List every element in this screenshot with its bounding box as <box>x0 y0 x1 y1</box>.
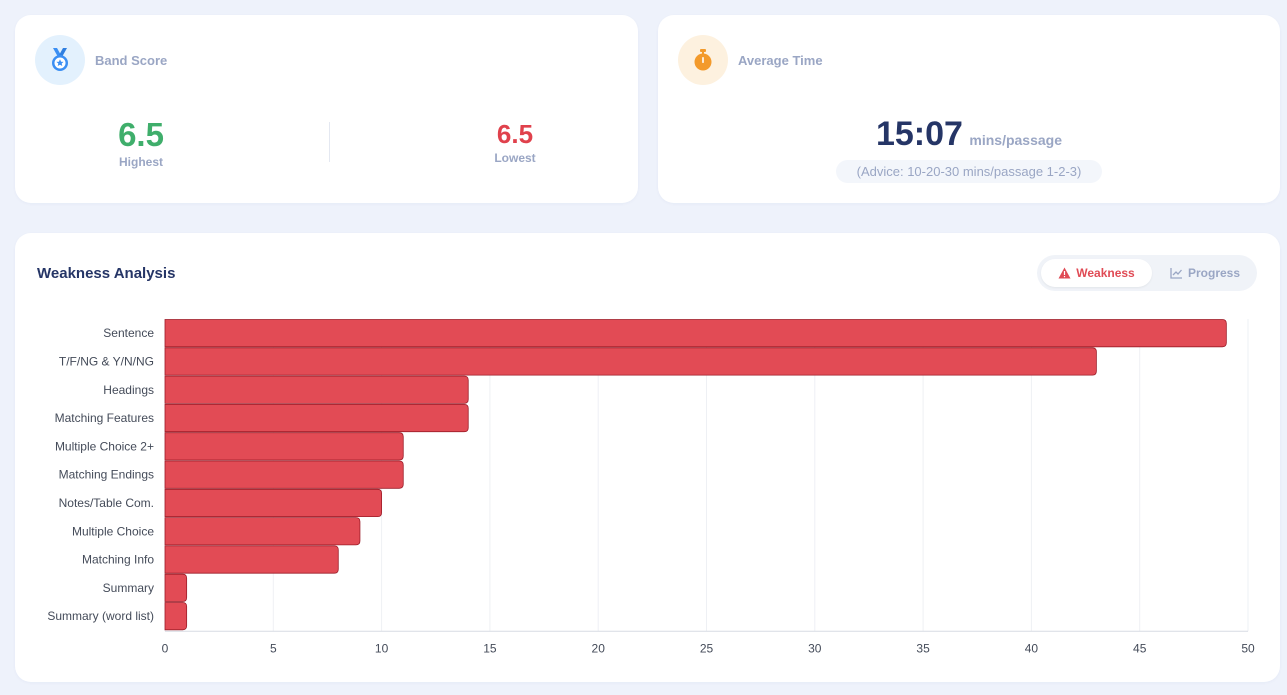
highest-score-label: Highest <box>118 155 163 169</box>
y-tick-label-3: Matching Features <box>55 411 154 425</box>
y-tick-label-5: Matching Endings <box>59 468 154 482</box>
weakness-analysis-title: Weakness Analysis <box>37 265 176 282</box>
score-divider <box>329 122 330 162</box>
lowest-score: 6.5 Lowest <box>435 121 595 165</box>
band-score-title: Band Score <box>95 53 168 68</box>
x-tick-label-40: 40 <box>1025 641 1039 655</box>
x-tick-label-20: 20 <box>592 641 606 655</box>
average-time-title: Average Time <box>738 53 823 68</box>
average-time-card: Average Time 15:07 mins/passage (Advice:… <box>658 15 1280 203</box>
x-tick-label-45: 45 <box>1133 641 1147 655</box>
bar-7 <box>164 517 361 546</box>
bar-4 <box>164 432 404 461</box>
band-score-card: Band Score 6.5 Highest 6.5 Lowest <box>15 15 638 203</box>
highest-score-value: 6.5 <box>118 116 164 153</box>
tab-weakness-label: Weakness <box>1076 266 1135 280</box>
warning-icon <box>1058 267 1071 279</box>
weakness-analysis-card: Weakness Analysis Weakness Progress 0 5 10… <box>15 233 1280 682</box>
x-tick-label-30: 30 <box>808 641 822 655</box>
bar-8 <box>164 545 339 574</box>
y-tick-label-6: Notes/Table Com. <box>59 496 154 510</box>
stopwatch-icon <box>678 35 728 85</box>
highest-score: 6.5 Highest <box>61 118 221 169</box>
bar-10 <box>164 602 188 631</box>
x-tick-label-35: 35 <box>916 641 930 655</box>
x-tick-label-15: 15 <box>483 641 497 655</box>
time-advice-badge: (Advice: 10-20-30 mins/passage 1-2-3) <box>836 160 1102 183</box>
bar-1 <box>164 347 1097 376</box>
average-time-unit: mins/passage <box>969 132 1063 148</box>
line-chart-icon <box>1170 268 1182 279</box>
medal-icon <box>35 35 85 85</box>
y-tick-label-1: T/F/NG & Y/N/NG <box>59 354 154 368</box>
bar-5 <box>164 460 404 489</box>
tab-progress-label: Progress <box>1187 266 1241 280</box>
weakness-bar-chart: 0 5 10 15 20 25 30 35 40 45 50 Sentence T/F/NG & Y/N… <box>47 319 1255 655</box>
y-tick-label-0: Sentence <box>103 326 154 340</box>
x-tick-label-50: 50 <box>1241 641 1255 655</box>
y-tick-label-2: Headings <box>103 383 154 397</box>
average-time-readout: 15:07 mins/passage <box>658 115 1280 154</box>
lowest-score-value: 6.5 <box>496 119 534 149</box>
y-tick-label-7: Multiple Choice <box>72 524 154 538</box>
bar-0 <box>164 319 1227 348</box>
y-tick-label-4: Multiple Choice 2+ <box>55 439 154 453</box>
y-tick-label-10: Summary (word list) <box>47 609 154 623</box>
x-tick-label-10: 10 <box>375 641 389 655</box>
bar-9 <box>164 573 188 602</box>
x-tick-label-25: 25 <box>700 641 714 655</box>
x-tick-label-0: 0 <box>162 641 169 655</box>
tab-weakness[interactable]: Weakness <box>1041 259 1152 287</box>
bar-6 <box>164 488 382 517</box>
bar-3 <box>164 404 469 433</box>
tab-progress[interactable]: Progress <box>1157 259 1253 287</box>
average-time-value: 15:07 <box>875 115 963 153</box>
view-toggle: Weakness Progress <box>1037 255 1257 291</box>
lowest-score-label: Lowest <box>494 151 536 165</box>
y-tick-label-9: Summary <box>103 581 154 595</box>
bar-2 <box>164 375 469 404</box>
x-tick-label-5: 5 <box>270 641 277 655</box>
y-tick-label-8: Matching Info <box>82 553 154 567</box>
